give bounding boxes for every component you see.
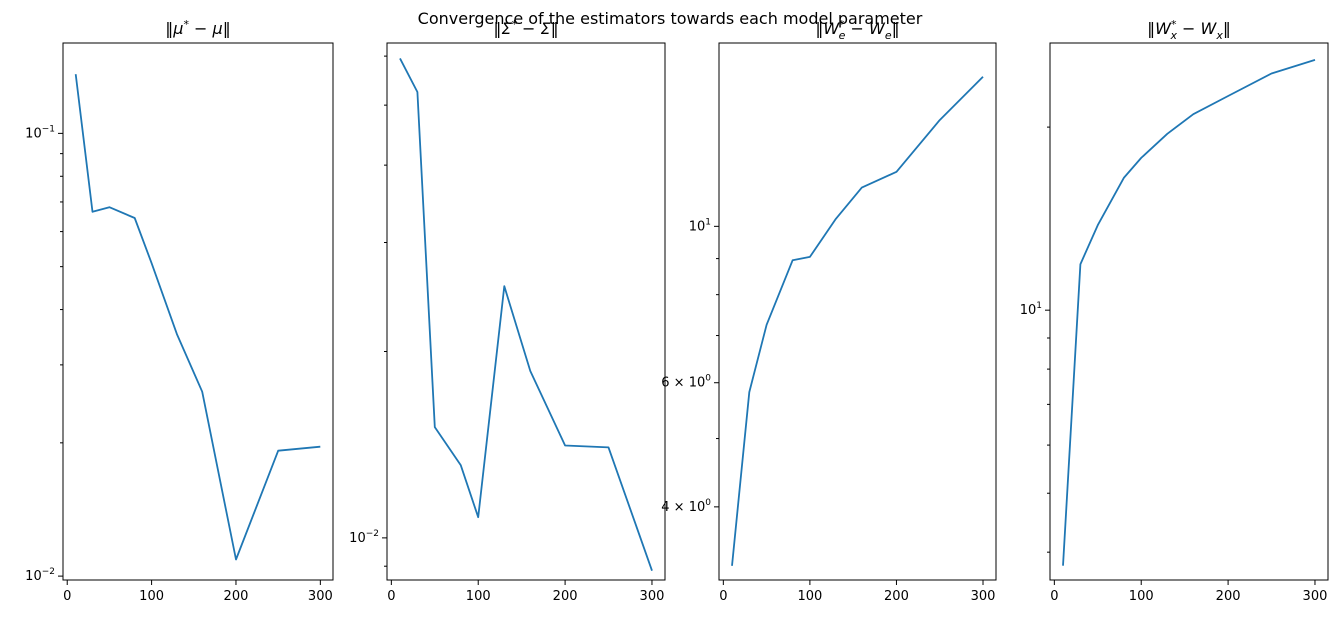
- x-tick-label: 100: [1129, 589, 1154, 604]
- x-tick-label: 0: [387, 589, 395, 604]
- y-tick-label: 4 × 100: [661, 498, 711, 515]
- axes-frame: [62, 42, 334, 581]
- x-tick-label: 300: [640, 589, 665, 604]
- x-tick-label: 300: [308, 589, 333, 604]
- x-tick-label: 200: [224, 589, 249, 604]
- y-tick-label: 101: [689, 217, 711, 234]
- subplot-2: ‖Σ* − Σ‖ 0 100 200 300 10−2: [349, 18, 666, 604]
- y-tick-label: 10−2: [25, 567, 55, 584]
- x-tick-label: 300: [971, 589, 996, 604]
- x-tick-label: 0: [63, 589, 71, 604]
- y-tick-label: 6 × 100: [661, 374, 711, 391]
- axes-frame: [718, 42, 997, 581]
- y-tick-label: 10−1: [25, 124, 55, 141]
- x-tick-label: 100: [466, 589, 491, 604]
- x-tick-label: 100: [139, 589, 164, 604]
- subplot-3: ‖W* e − We‖ 0 100 200 300 101 6 × 100 4 × 100: [661, 18, 997, 604]
- figure-title: Convergence of the estimators towards ea…: [418, 9, 923, 28]
- panels: ‖μ* − μ‖ 0 100 200 300 10−1 10−2 ‖Σ* − Σ‖ 0 100 20…: [25, 18, 1329, 604]
- axes-frame: [1049, 42, 1329, 581]
- x-tick-label: 100: [797, 589, 822, 604]
- x-tick-label: 200: [553, 589, 578, 604]
- x-tick-label: 0: [1050, 589, 1058, 604]
- subplot-4: ‖W* x − Wx‖ 0 100 200 300 101: [1020, 18, 1329, 604]
- x-tick-label: 200: [1216, 589, 1241, 604]
- subplot-title: ‖Σ* − Σ‖: [493, 18, 558, 38]
- series-line: [399, 57, 653, 571]
- subplot-title: ‖W* e − We‖: [815, 18, 899, 42]
- x-tick-label: 0: [719, 589, 727, 604]
- subplot-title: ‖W* x − Wx‖: [1147, 18, 1231, 42]
- y-tick-label: 10−2: [349, 529, 379, 546]
- subplot-1: ‖μ* − μ‖ 0 100 200 300 10−1 10−2: [25, 18, 334, 604]
- series-line: [74, 74, 321, 561]
- series-line: [731, 76, 984, 566]
- axes-frame: [386, 42, 666, 581]
- subplot-title: ‖μ* − μ‖: [165, 18, 230, 38]
- series-line: [1062, 59, 1316, 566]
- x-tick-label: 300: [1303, 589, 1328, 604]
- y-tick-label: 101: [1020, 301, 1042, 318]
- x-tick-label: 200: [884, 589, 909, 604]
